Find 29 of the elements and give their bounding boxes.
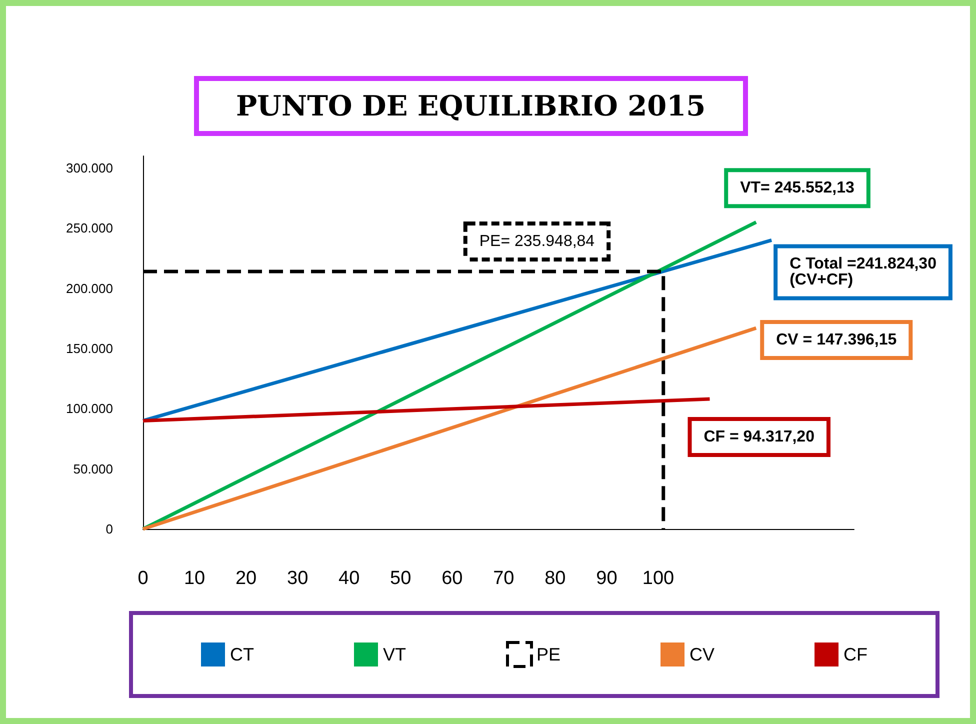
annotation: CF = 94.317,20 bbox=[704, 428, 815, 446]
x-tick-label: 0 bbox=[138, 568, 148, 589]
chart-title: PUNTO DE EQUILIBRIO 2015 bbox=[236, 90, 706, 122]
legend-label: CV bbox=[690, 644, 715, 664]
x-tick-label: 10 bbox=[184, 568, 206, 589]
annotation: VT= 245.552,13 bbox=[740, 180, 855, 197]
x-tick-label: 40 bbox=[338, 568, 360, 589]
y-tick-label: 300.000 bbox=[66, 160, 113, 176]
legend-label: CF bbox=[844, 644, 868, 664]
y-tick-label: 100.000 bbox=[66, 401, 113, 416]
y-tick-label: 250.000 bbox=[66, 220, 113, 236]
x-tick-label: 100 bbox=[642, 568, 674, 589]
x-tick-label: 30 bbox=[286, 568, 308, 589]
x-tick-label: 20 bbox=[235, 568, 257, 589]
annotation: PE= 235.948,84 bbox=[479, 233, 595, 250]
x-tick-label: 60 bbox=[442, 568, 463, 589]
legend-label: VT bbox=[382, 644, 406, 664]
y-tick-label: 200.000 bbox=[66, 280, 113, 296]
legend-label: CT bbox=[230, 644, 254, 664]
annotation: C Total =241.824,30 (CV+CF) bbox=[790, 256, 937, 289]
x-tick-label: 50 bbox=[390, 568, 412, 589]
x-tick-label: 90 bbox=[596, 568, 618, 589]
x-tick-label: 80 bbox=[544, 568, 566, 589]
y-tick-label: 50.000 bbox=[73, 461, 113, 476]
annotation: CV = 147.396,15 bbox=[776, 332, 897, 349]
x-tick-label: 70 bbox=[493, 568, 514, 589]
y-tick-label: 150.000 bbox=[66, 341, 113, 356]
legend-label: PE bbox=[536, 644, 561, 664]
y-tick-label: 0 bbox=[106, 522, 113, 536]
